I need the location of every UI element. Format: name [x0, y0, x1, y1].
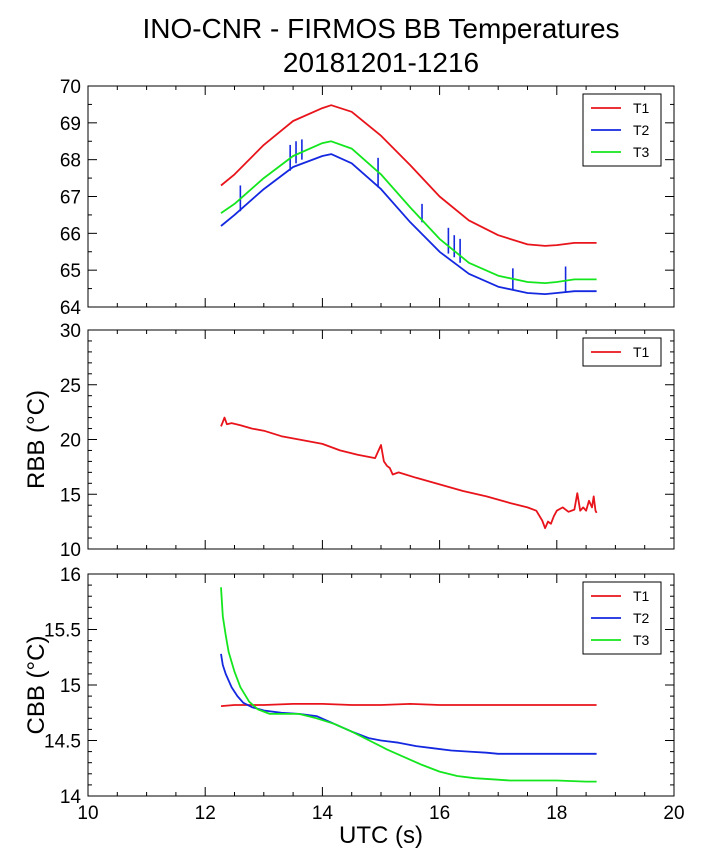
x-tick-label: 20	[663, 803, 684, 824]
panel-top: 64 65 66 67 68 69 70 T1 T2 T3	[60, 77, 675, 319]
chart-title-line1: INO-CNR - FIRMOS BB Temperatures	[142, 13, 619, 44]
x-tick-label: 14	[312, 803, 334, 824]
panel-middle: 10 15 20 25 30 RBB (°C) T1	[23, 321, 675, 561]
x-tick-label: 16	[429, 803, 450, 824]
y-tick-label: 66	[60, 224, 81, 245]
y-tick-label: 15.5	[44, 621, 81, 642]
legend-label-t1: T1	[633, 344, 650, 360]
legend-label-t2: T2	[633, 610, 650, 626]
y-tick-label: 69	[60, 114, 81, 135]
series-line-t3	[220, 587, 597, 783]
y-axis-title: RBB (°C)	[23, 390, 50, 489]
x-tick-label: 18	[546, 803, 567, 824]
series-line-t1	[220, 703, 597, 707]
x-tick-label: 10	[77, 803, 98, 824]
legend-label-t3: T3	[633, 632, 650, 648]
legend-label-t1: T1	[633, 588, 650, 604]
y-tick-label: 64	[60, 298, 82, 319]
series-line-t2	[220, 653, 597, 755]
series-line-t2	[220, 153, 597, 296]
y-tick-label: 67	[60, 188, 81, 209]
legend-label-t1: T1	[633, 100, 650, 116]
y-tick-label: 14	[60, 787, 82, 808]
series-line-t3	[220, 140, 597, 285]
chart-panels: 64 65 66 67 68 69 70 T1 T2 T3 10 15 20 25 30 RBB (°C) T1…	[23, 77, 685, 849]
y-tick-label: 20	[60, 431, 81, 452]
y-tick-label: 16	[60, 565, 81, 586]
series-line-t1	[220, 416, 598, 530]
y-axis-title: CBB (°C)	[23, 636, 50, 735]
y-tick-label: 30	[60, 321, 81, 342]
legend-label-t2: T2	[633, 122, 650, 138]
y-tick-label: 25	[60, 376, 81, 397]
chart-title-line2: 20181201-1216	[283, 47, 479, 78]
y-tick-label: 15	[60, 676, 81, 697]
x-axis-title: UTC (s)	[339, 822, 423, 849]
legend-label-t3: T3	[633, 144, 650, 160]
panel-bottom: 14 14.5 15 15.5 16 10 12 14 16 18 20 CBB (°C) UTC (s…	[23, 565, 685, 849]
y-tick-label: 14.5	[44, 732, 81, 753]
y-tick-label: 65	[60, 261, 81, 282]
y-tick-label: 10	[60, 540, 81, 561]
y-tick-label: 15	[60, 485, 81, 506]
y-tick-label: 70	[60, 77, 81, 98]
x-tick-label: 12	[195, 803, 216, 824]
series-line-t1	[220, 104, 597, 247]
y-tick-label: 68	[60, 151, 81, 172]
